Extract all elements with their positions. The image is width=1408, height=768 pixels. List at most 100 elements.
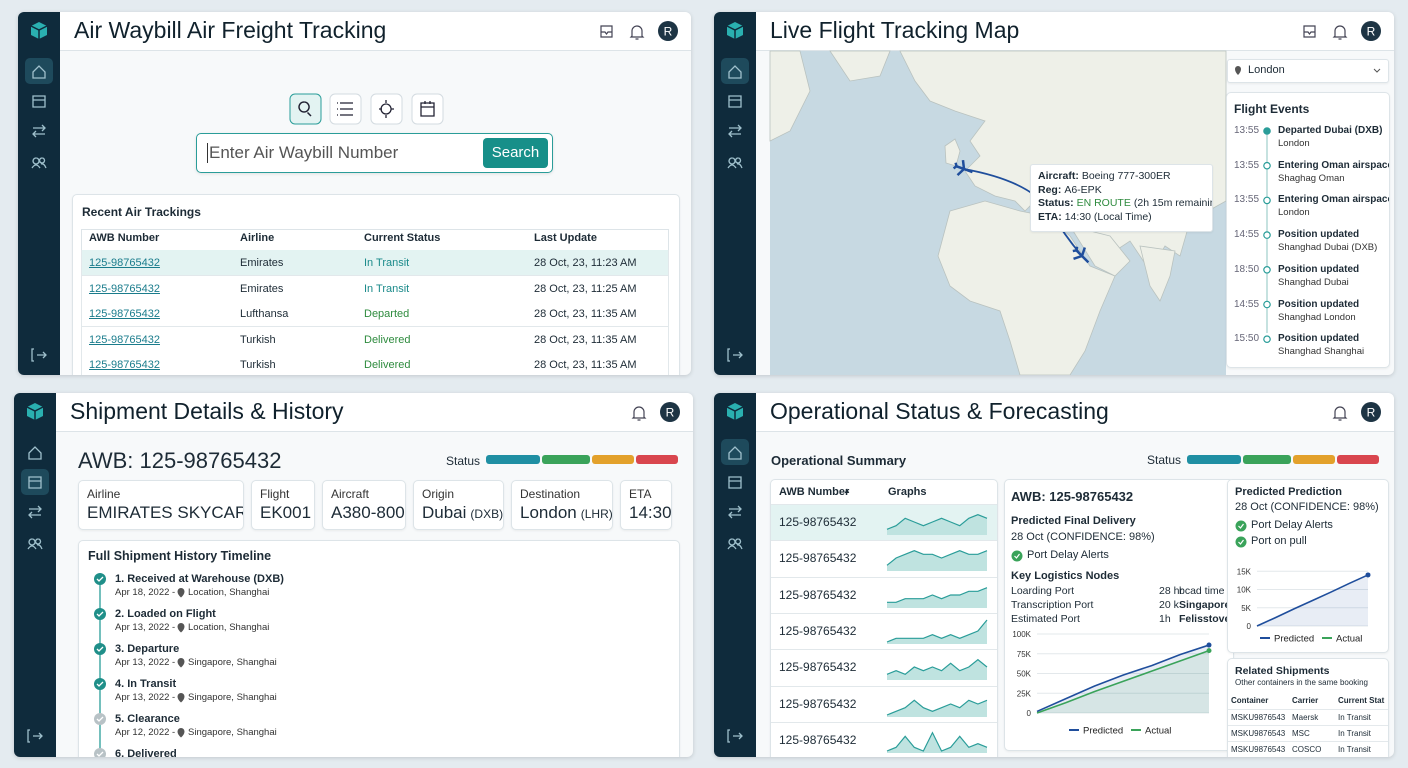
step-check: [96, 611, 104, 617]
awb-number[interactable]: 125-98765432: [779, 623, 857, 638]
related-cell: In Transit: [1338, 745, 1371, 754]
nav-glyph: [32, 65, 46, 79]
event-dot: [1263, 161, 1271, 170]
awb-link[interactable]: 125-98765432: [89, 257, 160, 269]
avatar-initial: R: [1367, 25, 1376, 39]
nav-icon[interactable]: [727, 538, 743, 550]
toolbar-button[interactable]: [370, 93, 403, 125]
awb-link[interactable]: 125-98765432: [89, 282, 160, 295]
nav-icon[interactable]: [27, 538, 43, 550]
plane-icon: [1072, 246, 1090, 264]
dropdown-icons: [1235, 66, 1381, 75]
event-time: 15:50: [1234, 333, 1260, 345]
related-subtitle: Other containers in the same booking: [1235, 678, 1368, 687]
search-input-placeholder[interactable]: Enter Air Waybill Number: [207, 143, 399, 163]
step-check: [96, 681, 104, 687]
awb-number[interactable]: 125-98765432: [779, 551, 857, 566]
awb-link[interactable]: 125-98765432: [89, 333, 160, 346]
nav-icon[interactable]: [728, 95, 742, 108]
event-title: Entering Oman airspace: [1278, 194, 1390, 206]
step-title: 5. Clearance: [115, 713, 180, 725]
awb-number[interactable]: 125-98765432: [779, 696, 857, 711]
avatar: [660, 402, 680, 422]
nav-icon[interactable]: [728, 505, 742, 519]
status-segment: [1293, 455, 1335, 464]
sparkline-line: [886, 550, 988, 567]
table-row[interactable]: [81, 352, 669, 375]
sparkline-line: [886, 731, 988, 752]
node-place: bcad time: [1179, 585, 1225, 597]
event-dot: [1263, 335, 1271, 344]
timeline-graphic: [94, 573, 106, 757]
header-icons: R: [600, 21, 678, 41]
awb-number[interactable]: 125-98765432: [779, 587, 857, 602]
toolbar-button[interactable]: [289, 93, 322, 125]
nav-icon[interactable]: [28, 476, 42, 489]
check: [1014, 553, 1020, 559]
events-card: Flight Events 13:55 Departed Dubai (DXB) Lo…: [1226, 92, 1390, 368]
logo-line: [726, 25, 744, 39]
nav-icon[interactable]: [32, 65, 46, 79]
last-update: 28 Oct, 23, 11:35 AM: [534, 333, 637, 346]
legend-label: Predicted: [1083, 726, 1123, 737]
nav-glyph: [32, 95, 46, 108]
search-box[interactable]: Enter Air Waybill Number Search: [196, 133, 553, 173]
check-circle: [1011, 550, 1023, 562]
nav-icon[interactable]: [727, 157, 743, 169]
pin: [177, 623, 185, 633]
node-name: Transcription Port: [1011, 599, 1094, 611]
awb-link[interactable]: 125-98765432: [89, 308, 160, 320]
prediction-title: Predicted Prediction: [1235, 486, 1342, 498]
nav-icon[interactable]: [32, 95, 46, 108]
table-row[interactable]: [81, 326, 669, 353]
node-time: 1h: [1159, 613, 1171, 625]
nav-icon[interactable]: [728, 65, 742, 79]
event-title: Position updated: [1278, 298, 1360, 310]
search-button[interactable]: Search: [483, 138, 548, 168]
awb-link[interactable]: 125-98765432: [89, 359, 160, 371]
panel-title: Operational Status & Forecasting: [770, 398, 1109, 424]
nav-glyph: [728, 476, 742, 489]
nav-icon[interactable]: [728, 124, 742, 138]
event-time: 13:55: [1234, 194, 1260, 206]
column-header: Current Status: [364, 232, 441, 244]
pin: [177, 588, 185, 598]
nav-icon[interactable]: [28, 446, 42, 460]
detail-card: AWB: 125-98765432 Predicted Final Deliver…: [1004, 479, 1234, 751]
column-header: Last Update: [534, 232, 597, 244]
last-update: 28 Oct, 23, 11:35 AM: [534, 359, 637, 371]
sparkline: [886, 731, 988, 753]
status-segment: [592, 455, 634, 464]
last-update: 28 Oct, 23, 11:25 AM: [534, 282, 637, 295]
field-card: Airline EMIRATES SKYCARGO: [78, 480, 244, 530]
status-segment: [1337, 455, 1379, 464]
nav-icon[interactable]: [728, 476, 742, 489]
field-value-row: Dubai (DXB): [422, 503, 503, 523]
awb-number[interactable]: 125-98765432: [779, 660, 857, 675]
header-icons: R: [1332, 402, 1381, 422]
nav-icon[interactable]: [31, 157, 47, 169]
event-sub: London: [1278, 207, 1310, 219]
event-title: Departed Dubai (DXB): [1278, 125, 1383, 136]
awb-number[interactable]: 125-98765432: [779, 732, 857, 747]
event-dot: [1263, 300, 1271, 309]
pin-icon: [177, 693, 185, 703]
list-icon: [337, 102, 353, 116]
area-fill: [1257, 574, 1368, 626]
node-name: Estimated Port: [1011, 613, 1080, 625]
status: Delivered: [364, 333, 411, 346]
awb-number[interactable]: 125-98765432: [779, 515, 857, 529]
popup-label: Status:: [1038, 197, 1074, 209]
nav-icon[interactable]: [32, 124, 46, 138]
table-row[interactable]: [81, 301, 669, 327]
summary-title: Operational Summary: [771, 453, 907, 468]
airline: Emirates: [240, 257, 284, 269]
nav-icon[interactable]: [728, 446, 742, 460]
location-text[interactable]: London: [1248, 64, 1285, 76]
toolbar-button[interactable]: [411, 93, 444, 125]
step-title: 1. Received at Warehouse (DXB): [115, 573, 284, 585]
step-location: Singapore, Shanghai: [188, 727, 277, 738]
nav-icon[interactable]: [28, 505, 42, 519]
timeline-title: Full Shipment History Timeline: [88, 549, 272, 563]
location-dropdown[interactable]: London: [1227, 59, 1389, 83]
